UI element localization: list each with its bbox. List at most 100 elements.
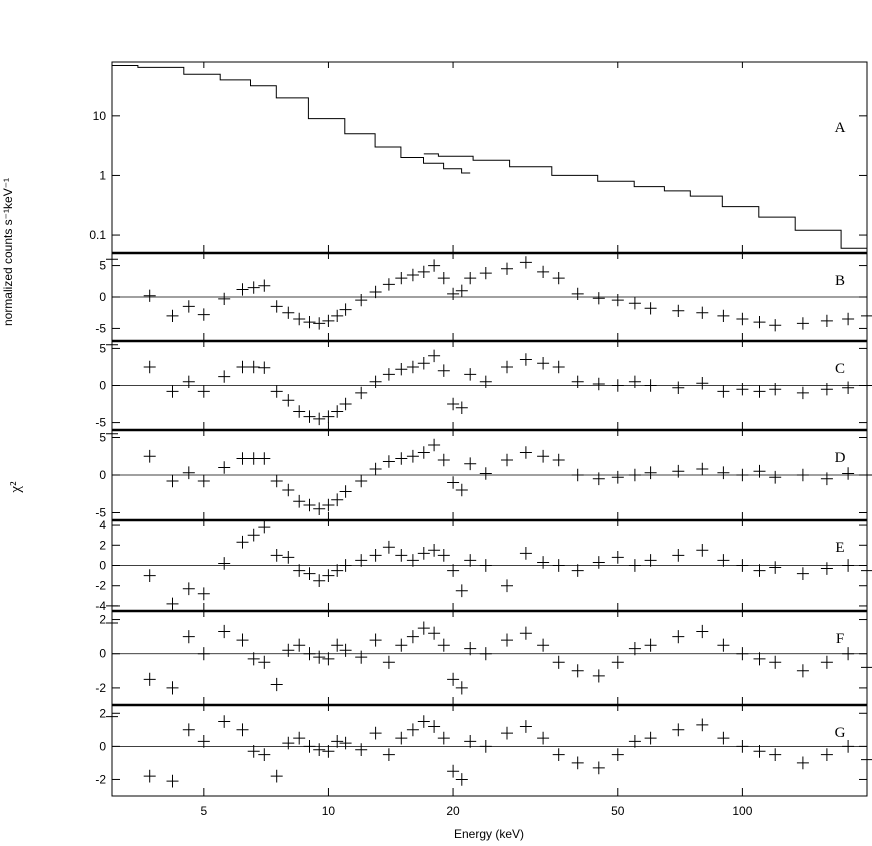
- residual-point: [501, 262, 513, 275]
- residual-point: [571, 468, 584, 482]
- residual-point: [455, 284, 468, 297]
- residual-point: [464, 642, 477, 656]
- residual-point: [417, 357, 430, 370]
- residual-point: [696, 306, 709, 319]
- x-axis-label: Energy (keV): [454, 827, 524, 841]
- residual-point: [437, 272, 450, 285]
- residual-point: [455, 401, 468, 414]
- residual-point: [447, 397, 460, 411]
- residual-point: [672, 723, 685, 737]
- panels-group: 0.1 1 10 A -5 0 5 B -5 0 5 C -5 0 5 D -4 -2 0 2 4 E -2 0 2 F -2 0 2 G: [89, 61, 872, 797]
- residual-point: [571, 756, 584, 770]
- residual-point: [769, 470, 782, 484]
- residual-point: [552, 748, 565, 761]
- x-tick-label: 10: [322, 804, 336, 818]
- residual-point: [282, 483, 295, 497]
- residual-point: [479, 740, 492, 753]
- residual-point: [753, 745, 766, 758]
- residual-point: [236, 633, 249, 647]
- x-tick-label: 100: [732, 804, 752, 818]
- residual-point: [437, 731, 450, 745]
- residual-point: [406, 554, 419, 567]
- residual-point: [455, 483, 468, 497]
- residual-point: [571, 375, 584, 388]
- residual-point: [406, 360, 419, 374]
- residual-point: [644, 638, 657, 652]
- panel-g: -2 0 2 G: [95, 703, 872, 796]
- residual-point: [592, 669, 605, 683]
- residual-point: [270, 300, 283, 313]
- residual-point: [322, 652, 335, 666]
- y-tick-label: 0: [99, 379, 106, 393]
- residual-point: [644, 554, 657, 567]
- residual-point: [464, 735, 477, 748]
- residual-point: [861, 564, 872, 577]
- residual-point: [247, 652, 260, 666]
- residual-point: [322, 314, 335, 327]
- residual-point: [592, 377, 605, 391]
- residual-point: [313, 574, 326, 587]
- residual-point: [592, 761, 605, 775]
- residual-point: [106, 616, 118, 630]
- residual-point: [717, 554, 730, 567]
- residual-point: [796, 468, 809, 482]
- residual-point: [218, 292, 231, 305]
- residual-point: [537, 731, 550, 745]
- y-tick-label: 2: [99, 538, 106, 552]
- residual-point: [628, 297, 641, 310]
- residual-point: [369, 462, 382, 476]
- residual-point: [247, 281, 260, 294]
- residual-point: [611, 551, 624, 564]
- residual-point: [182, 466, 195, 480]
- residual-point: [717, 385, 730, 398]
- residual-point: [236, 535, 249, 549]
- y-tick-label: 0: [99, 647, 106, 661]
- residual-point: [166, 385, 179, 398]
- residual-point: [717, 309, 730, 322]
- residual-point: [479, 559, 492, 572]
- residual-point: [537, 449, 550, 463]
- panel-label: G: [835, 725, 846, 741]
- residual-point: [447, 764, 460, 778]
- panel-b: -5 0 5 B: [95, 251, 872, 341]
- residual-point: [736, 312, 749, 326]
- residual-point: [736, 559, 749, 572]
- residual-point: [247, 745, 260, 758]
- panel-label: B: [835, 273, 845, 289]
- residual-point: [437, 453, 450, 467]
- residual-point: [282, 643, 295, 657]
- y-tick-label: 4: [99, 518, 106, 532]
- residual-point: [270, 474, 283, 488]
- residual-point: [820, 562, 833, 575]
- residual-point: [736, 647, 749, 661]
- residual-point: [355, 554, 368, 567]
- residual-point: [166, 597, 179, 611]
- residual-point: [395, 731, 408, 745]
- residual-point: [369, 375, 382, 388]
- residual-point: [331, 309, 344, 322]
- residual-point: [861, 309, 872, 322]
- residual-point: [842, 559, 855, 572]
- residual-point: [182, 630, 195, 644]
- residual-point: [753, 564, 766, 577]
- residual-point: [769, 748, 782, 761]
- residual-point: [417, 547, 430, 560]
- y-tick-label: -5: [95, 506, 106, 520]
- residual-point: [293, 405, 306, 418]
- panel-label: E: [835, 540, 844, 556]
- panel-e: -4 -2 0 2 4 E: [95, 518, 872, 613]
- residual-point: [395, 272, 408, 285]
- residual-point: [303, 740, 316, 753]
- residual-point: [644, 302, 657, 315]
- residual-point: [628, 375, 641, 388]
- residual-point: [369, 726, 382, 740]
- y-tick-label: -5: [95, 321, 106, 335]
- residual-point: [331, 493, 344, 507]
- residual-point: [143, 769, 156, 783]
- residual-point: [861, 660, 872, 674]
- residual-point: [611, 655, 624, 669]
- residual-point: [293, 312, 306, 326]
- residual-point: [644, 379, 657, 392]
- x-axis: 5 10 20 50 100: [200, 804, 752, 818]
